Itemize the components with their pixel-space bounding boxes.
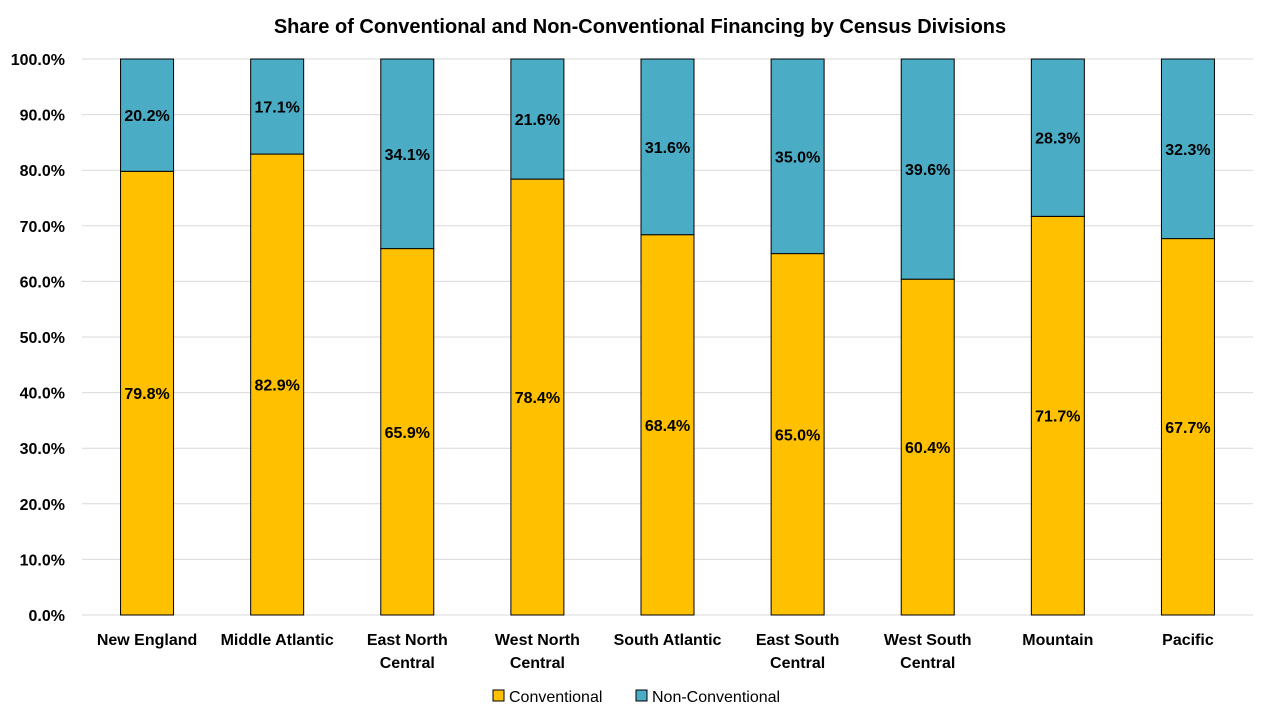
bar-segment bbox=[900, 278, 955, 616]
bar-segment bbox=[640, 234, 695, 616]
y-tick-label: 60.0% bbox=[20, 274, 65, 291]
x-tick-label: Central bbox=[770, 655, 825, 672]
bar-segment bbox=[1030, 215, 1085, 616]
bar-segment bbox=[250, 58, 305, 155]
x-tick-label: Mountain bbox=[1022, 632, 1093, 649]
y-tick-label: 30.0% bbox=[20, 441, 65, 458]
legend: Conventional Non-Conventional bbox=[492, 689, 780, 706]
bar-segment bbox=[770, 58, 825, 255]
data-label: 28.3% bbox=[1035, 131, 1080, 148]
data-label: 82.9% bbox=[254, 378, 299, 395]
legend-label: Non-Conventional bbox=[652, 689, 780, 706]
x-tick-label: New England bbox=[97, 632, 197, 649]
y-axis-ticks: 0.0% 10.0% 20.0% 30.0% 40.0% 50.0% 60.0% 70.0% 8… bbox=[11, 52, 65, 625]
legend-swatch bbox=[492, 689, 505, 702]
x-tick-label: South Atlantic bbox=[614, 632, 722, 649]
data-label: 65.9% bbox=[385, 425, 430, 442]
data-label: 39.6% bbox=[905, 162, 950, 179]
x-tick-label: Central bbox=[380, 655, 435, 672]
y-tick-label: 10.0% bbox=[20, 552, 65, 569]
legend-label: Conventional bbox=[509, 689, 602, 706]
y-tick-label: 20.0% bbox=[20, 497, 65, 514]
bar-segment bbox=[1160, 58, 1215, 240]
data-label: 65.0% bbox=[775, 427, 820, 444]
bar-segment bbox=[380, 248, 435, 616]
data-label: 78.4% bbox=[515, 390, 560, 407]
legend-swatch bbox=[635, 689, 648, 702]
y-tick-label: 80.0% bbox=[20, 163, 65, 180]
y-tick-label: 50.0% bbox=[20, 330, 65, 347]
y-tick-label: 0.0% bbox=[29, 608, 65, 625]
y-tick-label: 90.0% bbox=[20, 108, 65, 125]
data-label: 67.7% bbox=[1165, 420, 1210, 437]
data-labels: 79.8% 20.2% 82.9% 17.1% 65.9% 34.1% 78.4% 21.6%… bbox=[124, 100, 1210, 458]
bar-segment bbox=[1030, 58, 1085, 217]
bar-segment bbox=[1160, 238, 1215, 616]
data-label: 17.1% bbox=[254, 100, 299, 117]
bar-segment bbox=[900, 58, 955, 280]
bar-segment bbox=[510, 178, 565, 616]
data-label: 32.3% bbox=[1165, 142, 1210, 159]
bar-segment bbox=[120, 58, 175, 172]
x-tick-label: West South bbox=[884, 632, 972, 649]
x-axis-ticks: New England Middle Atlantic East North Cent… bbox=[97, 632, 1214, 672]
chart-title: Share of Conventional and Non-Convention… bbox=[274, 16, 1006, 38]
x-tick-label: East South bbox=[756, 632, 840, 649]
x-tick-label: East North bbox=[367, 632, 448, 649]
x-tick-label: West North bbox=[495, 632, 580, 649]
bar-segment bbox=[380, 58, 435, 250]
bar-segment bbox=[640, 58, 695, 236]
x-tick-label: Middle Atlantic bbox=[221, 632, 334, 649]
y-tick-label: 100.0% bbox=[11, 52, 65, 69]
bar-segment bbox=[510, 58, 565, 180]
x-tick-label: Central bbox=[900, 655, 955, 672]
bar-segment bbox=[770, 253, 825, 616]
data-label: 68.4% bbox=[645, 418, 690, 435]
x-tick-label: Pacific bbox=[1162, 632, 1214, 649]
bar-segment bbox=[120, 170, 175, 616]
data-label: 60.4% bbox=[905, 440, 950, 457]
y-tick-label: 40.0% bbox=[20, 386, 65, 403]
y-tick-label: 70.0% bbox=[20, 219, 65, 236]
x-tick-label: Central bbox=[510, 655, 565, 672]
data-label: 34.1% bbox=[385, 147, 430, 164]
data-label: 35.0% bbox=[775, 149, 820, 166]
data-label: 71.7% bbox=[1035, 409, 1080, 426]
data-label: 21.6% bbox=[515, 112, 560, 129]
data-label: 31.6% bbox=[645, 140, 690, 157]
bars bbox=[120, 58, 1215, 616]
data-label: 20.2% bbox=[124, 108, 169, 125]
bar-segment bbox=[250, 153, 305, 616]
data-label: 79.8% bbox=[124, 386, 169, 403]
